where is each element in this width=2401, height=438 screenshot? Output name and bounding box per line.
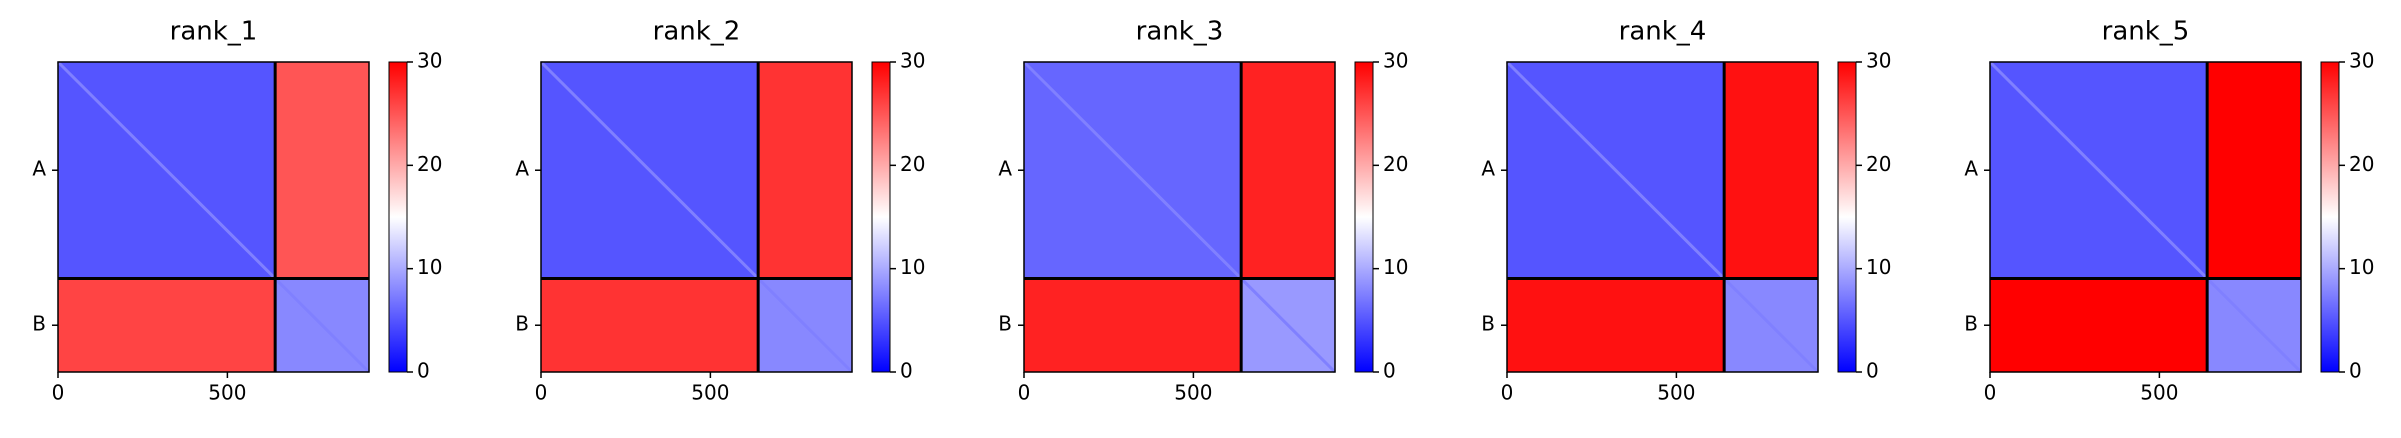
x-tick-label: 500	[691, 381, 729, 405]
colorbar	[388, 61, 408, 373]
panel-title: rank_1	[170, 17, 258, 47]
heatmap-block	[758, 62, 852, 279]
x-tick-label: 0	[1501, 381, 1514, 405]
colorbar-tick-label: 0	[417, 359, 430, 383]
colorbar-tick-label: 30	[417, 49, 442, 73]
panel-title: rank_3	[1136, 17, 1224, 47]
diagonal	[1022, 60, 1337, 374]
colorbar-tick-label: 20	[1866, 152, 1891, 176]
y-tick-label: B	[32, 312, 46, 336]
heatmap-block	[58, 278, 276, 372]
x-tick-label: 0	[52, 381, 65, 405]
heatmap-block	[1024, 278, 1242, 372]
colorbar	[1837, 61, 1857, 373]
y-tick-label: A	[1964, 157, 1978, 181]
y-tick-label: A	[32, 157, 46, 181]
x-tick-label: 0	[1984, 381, 1997, 405]
y-tick-label: A	[515, 157, 529, 181]
panel-title: rank_4	[1619, 17, 1707, 47]
colorbar-tick-label: 30	[1383, 49, 1408, 73]
y-tick-label: B	[998, 312, 1012, 336]
colorbar	[1354, 61, 1374, 373]
diagonal	[539, 60, 854, 374]
colorbar-tick-label: 10	[2349, 255, 2374, 279]
heatmap-block	[1724, 62, 1818, 279]
colorbar-tick-label: 10	[900, 255, 925, 279]
y-tick-label: B	[1481, 312, 1495, 336]
y-tick-label: B	[515, 312, 529, 336]
plot-frame	[540, 61, 853, 373]
heatmap-block	[2207, 62, 2301, 279]
colorbar-tick-label: 10	[417, 255, 442, 279]
x-tick-label: 500	[1657, 381, 1695, 405]
diagonal	[56, 60, 371, 374]
colorbar-tick-label: 30	[900, 49, 925, 73]
x-tick-label: 0	[535, 381, 548, 405]
heatmap-block	[1507, 278, 1725, 372]
y-tick-label: B	[1964, 312, 1978, 336]
panel-title: rank_5	[2102, 17, 2190, 47]
heatmap-block	[1990, 278, 2208, 372]
diagonal	[1505, 60, 1820, 374]
diagonal	[1988, 60, 2303, 374]
x-tick-label: 500	[2140, 381, 2178, 405]
y-tick-label: A	[1481, 157, 1495, 181]
colorbar-tick-label: 20	[417, 152, 442, 176]
panel-title: rank_2	[653, 17, 741, 47]
colorbar-tick-label: 0	[2349, 359, 2362, 383]
heatmap-block	[541, 278, 759, 372]
plot-frame	[1023, 61, 1336, 373]
plot-frame	[1506, 61, 1819, 373]
colorbar-tick-label: 0	[1383, 359, 1396, 383]
colorbar-tick-label: 0	[900, 359, 913, 383]
colorbar-tick-label: 30	[1866, 49, 1891, 73]
colorbar-tick-label: 20	[900, 152, 925, 176]
x-tick-label: 500	[1174, 381, 1212, 405]
plot-frame	[57, 61, 370, 373]
colorbar	[871, 61, 891, 373]
colorbar-tick-label: 10	[1866, 255, 1891, 279]
colorbar-tick-label: 10	[1383, 255, 1408, 279]
plot-frame	[1989, 61, 2302, 373]
colorbar-tick-label: 30	[2349, 49, 2374, 73]
heatmap-block	[275, 62, 369, 279]
colorbar	[2320, 61, 2340, 373]
colorbar-tick-label: 20	[2349, 152, 2374, 176]
x-tick-label: 500	[208, 381, 246, 405]
heatmap-block	[1241, 62, 1335, 279]
x-tick-label: 0	[1018, 381, 1031, 405]
y-tick-label: A	[998, 157, 1012, 181]
colorbar-tick-label: 20	[1383, 152, 1408, 176]
colorbar-tick-label: 0	[1866, 359, 1879, 383]
